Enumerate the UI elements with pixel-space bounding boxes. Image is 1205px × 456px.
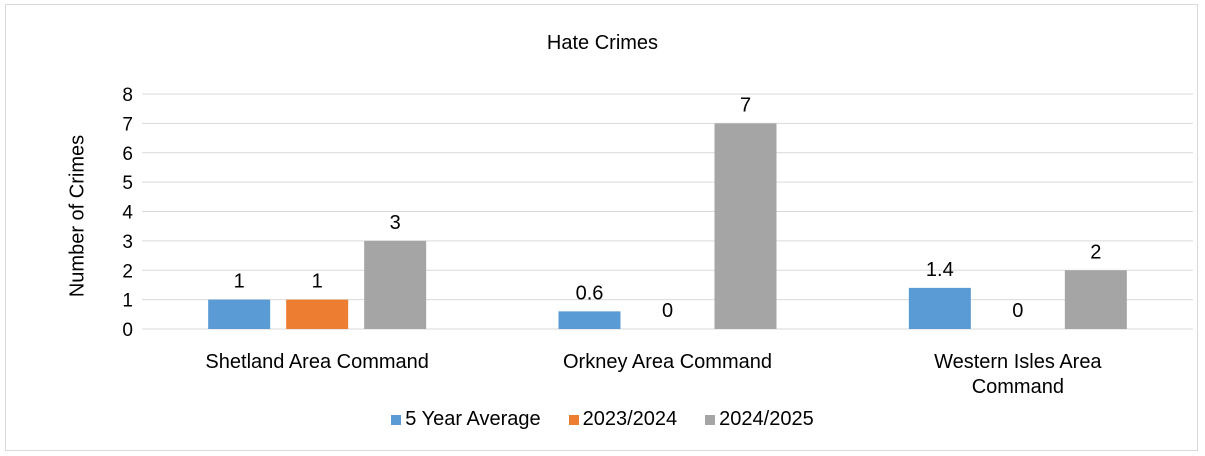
legend-swatch-2023-2024 bbox=[568, 414, 579, 425]
data-label: 1 bbox=[312, 271, 323, 293]
y-tick-label: 7 bbox=[122, 114, 133, 135]
bar bbox=[558, 311, 621, 329]
data-label: 0 bbox=[662, 300, 673, 322]
data-label: 2 bbox=[1090, 241, 1101, 263]
data-label: 7 bbox=[740, 94, 751, 116]
chart-title: Hate Crimes bbox=[546, 32, 659, 54]
data-label: 3 bbox=[390, 212, 401, 234]
legend-item-2023-2024: 2023/2024 bbox=[568, 408, 678, 431]
legend-swatch-2024-2025 bbox=[705, 414, 716, 425]
data-label: 1.4 bbox=[926, 259, 954, 281]
x-tick-label: Shetland Area Command bbox=[205, 351, 428, 373]
y-tick-label: 3 bbox=[122, 232, 133, 253]
bar bbox=[208, 299, 271, 329]
chart-frame bbox=[5, 4, 1198, 451]
y-tick-label: 6 bbox=[122, 144, 133, 165]
legend-label-2023-2024: 2023/2024 bbox=[582, 408, 678, 430]
legend-label-5-year-average: 5 Year Average bbox=[405, 408, 541, 430]
bar bbox=[714, 123, 777, 329]
y-tick-label: 4 bbox=[122, 203, 133, 224]
x-tick-label: Orkney Area Command bbox=[563, 351, 772, 373]
legend-item-2024-2025: 2024/2025 bbox=[705, 408, 814, 431]
bar bbox=[286, 299, 349, 329]
data-label: 1 bbox=[234, 271, 245, 293]
legend-item-5-year-average: 5 Year Average bbox=[391, 408, 541, 431]
data-label: 0 bbox=[1012, 300, 1023, 322]
legend: 5 Year Average 2023/2024 2024/2025 bbox=[0, 408, 1205, 431]
y-tick-label: 0 bbox=[122, 320, 133, 341]
legend-swatch-5-year-average bbox=[391, 414, 402, 425]
bar bbox=[908, 287, 971, 329]
x-tick-label: Western Isles Area bbox=[934, 351, 1102, 373]
bar bbox=[364, 240, 427, 329]
x-tick-label: Command bbox=[972, 376, 1064, 398]
data-label: 0.6 bbox=[576, 282, 604, 304]
legend-label-2024-2025: 2024/2025 bbox=[719, 408, 814, 430]
y-tick-label: 5 bbox=[122, 173, 133, 194]
y-tick-label: 8 bbox=[122, 85, 133, 106]
y-tick-label: 1 bbox=[122, 291, 133, 312]
bar bbox=[1064, 270, 1127, 329]
y-tick-label: 2 bbox=[122, 261, 133, 282]
